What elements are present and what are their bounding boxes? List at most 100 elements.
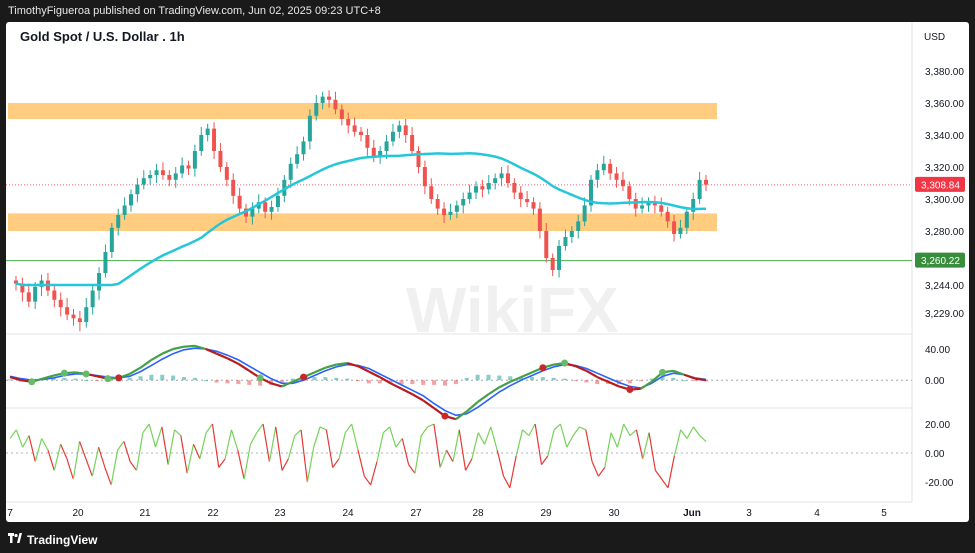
momentum-line (477, 432, 486, 445)
candle-body (461, 199, 466, 206)
momentum-line (351, 423, 359, 451)
momentum-line (566, 435, 574, 448)
osc-histogram-bar (258, 380, 263, 386)
momentum-line (237, 449, 245, 480)
zone-band (8, 213, 717, 231)
osc-histogram-bar (421, 380, 426, 385)
candle-body (20, 283, 25, 293)
candle-body (154, 170, 159, 175)
candle-body (422, 167, 427, 187)
candle-body (499, 173, 504, 179)
candle-body (65, 307, 70, 315)
candle-body (384, 141, 389, 151)
osc-buy-dot (561, 359, 569, 367)
osc-histogram-bar (704, 380, 708, 382)
osc-histogram-bar (682, 380, 687, 382)
x-tick-label: 4 (814, 508, 820, 519)
candle-body (160, 170, 165, 175)
oscillator-panel (6, 344, 912, 421)
momentum-line (243, 444, 252, 480)
x-tick-label: 29 (540, 508, 552, 519)
chart-title: Gold Spot / U.S. Dollar . 1h (20, 29, 185, 44)
osc-fast-line (520, 371, 533, 379)
y-tick-label: 3,360.00 (925, 99, 964, 110)
osc-sell-dot (115, 374, 123, 382)
momentum-line (249, 432, 258, 445)
momentum-line (268, 426, 277, 462)
momentum-line (547, 429, 555, 457)
momentum-line (616, 423, 625, 448)
osc-fast-line (237, 362, 250, 372)
candle-body (531, 202, 536, 209)
momentum-line (275, 426, 283, 471)
candle-body (435, 199, 440, 209)
price-badge-label: 3,260.22 (921, 256, 960, 267)
candle-body (282, 179, 287, 196)
candle-body (544, 231, 549, 258)
momentum-line (541, 455, 549, 465)
osc-buy-dot (104, 375, 112, 383)
y-tick-label: 3,380.00 (925, 67, 964, 78)
osc-histogram-bar (247, 380, 252, 385)
momentum-line (629, 429, 637, 437)
momentum-line (325, 429, 334, 468)
osc-fast-line (401, 387, 413, 396)
osc-histogram-bar (323, 377, 328, 381)
osc-fast-line (270, 382, 283, 388)
momentum-line (47, 449, 55, 471)
osc-histogram-bar (160, 374, 165, 381)
chart-canvas[interactable]: WikiFX 3,380.003,360.003,340.003,320.003… (6, 22, 969, 522)
osc-histogram-bar (464, 377, 469, 381)
candle-body (640, 205, 645, 209)
momentum-line (597, 467, 606, 477)
momentum-line (465, 458, 473, 471)
osc-histogram-bar (486, 374, 491, 381)
candle-body (244, 208, 248, 217)
osc-buy-dot (659, 368, 666, 376)
candle-body (14, 280, 18, 284)
osc-fast-line (640, 380, 653, 390)
osc-histogram-bar (279, 380, 284, 384)
osc-fast-line (455, 410, 468, 421)
momentum-line (509, 455, 517, 488)
y-tick-label: 0.00 (925, 449, 945, 460)
osc-fast-line (314, 366, 326, 374)
y-tick-label: 3,340.00 (925, 131, 964, 142)
momentum-line (648, 432, 656, 471)
momentum-line (408, 464, 416, 474)
osc-histogram-bar (638, 380, 643, 382)
osc-histogram-bar (660, 376, 665, 381)
candle-body (403, 125, 408, 135)
y-tick-label: 3,300.00 (925, 195, 964, 206)
osc-histogram-bar (8, 379, 12, 381)
candle-body (480, 186, 485, 190)
candle-body (518, 192, 523, 199)
momentum-panel (6, 423, 912, 489)
momentum-line (673, 429, 682, 457)
x-tick-label: 3 (746, 508, 752, 519)
momentum-line (382, 426, 391, 434)
candle-body (365, 135, 370, 148)
candle-body (614, 173, 619, 180)
momentum-line (591, 461, 599, 477)
momentum-line (117, 441, 125, 451)
osc-sell-dot (626, 386, 634, 394)
candle-body (58, 299, 63, 308)
momentum-line (414, 435, 422, 474)
osc-fast-line (422, 399, 435, 410)
momentum-line (41, 438, 49, 451)
brand-text: TradingView (27, 533, 98, 547)
osc-histogram-bar (627, 380, 632, 384)
momentum-line (610, 432, 618, 448)
momentum-line (439, 449, 448, 468)
candle-body (327, 96, 332, 100)
osc-fast-line (325, 363, 337, 369)
candle-body (352, 125, 357, 132)
candle-body (84, 307, 89, 322)
osc-fast-line (575, 365, 587, 372)
candle-body (397, 125, 402, 132)
x-tick-label: 27 (410, 508, 422, 519)
candle-body (103, 252, 108, 273)
osc-fast-line (150, 352, 163, 361)
osc-histogram-bar (399, 380, 404, 385)
